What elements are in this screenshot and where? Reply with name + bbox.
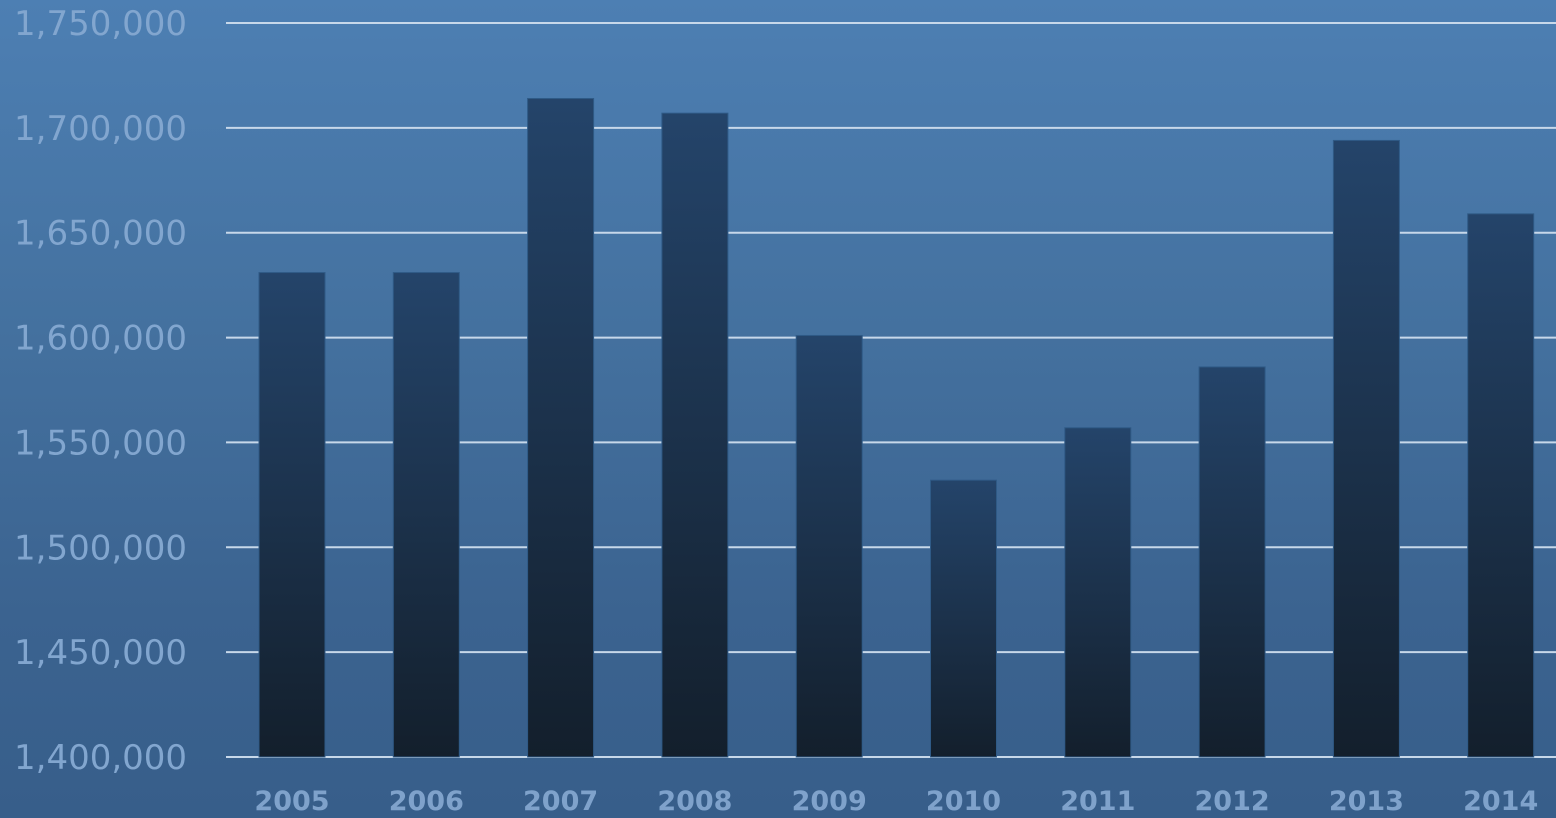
x-tick-label: 2007 bbox=[523, 786, 598, 817]
x-tick-label: 2011 bbox=[1060, 786, 1135, 817]
x-tick-label: 2013 bbox=[1329, 786, 1404, 817]
x-tick-label: 2014 bbox=[1463, 786, 1538, 817]
y-tick-label: 1,600,000 bbox=[14, 319, 187, 359]
bars bbox=[258, 97, 1535, 758]
bar bbox=[661, 112, 729, 758]
bar bbox=[392, 272, 460, 758]
y-tick-label: 1,700,000 bbox=[14, 109, 187, 149]
y-tick-label: 1,650,000 bbox=[14, 214, 187, 254]
x-tick-label: 2009 bbox=[792, 786, 867, 817]
y-tick-label: 1,500,000 bbox=[14, 528, 187, 568]
y-tick-label: 1,550,000 bbox=[14, 423, 187, 463]
x-tick-label: 2006 bbox=[389, 786, 464, 817]
y-tick-label: 1,750,000 bbox=[14, 4, 187, 44]
y-axis-ticks: 1,400,000 1,450,000 1,500,000 1,550,000 1,60… bbox=[14, 4, 187, 778]
bar bbox=[1467, 213, 1535, 758]
bar bbox=[795, 334, 863, 758]
bar bbox=[527, 97, 595, 758]
x-tick-label: 2012 bbox=[1195, 786, 1270, 817]
bar bbox=[930, 479, 997, 758]
bar bbox=[258, 272, 326, 758]
y-tick-label: 1,450,000 bbox=[14, 633, 187, 673]
x-tick-label: 2005 bbox=[254, 786, 329, 817]
x-tick-label: 2008 bbox=[657, 786, 732, 817]
bar bbox=[1332, 139, 1400, 758]
y-tick-label: 1,400,000 bbox=[14, 738, 187, 778]
bar bbox=[1064, 427, 1132, 758]
x-tick-label: 2010 bbox=[926, 786, 1001, 817]
x-axis-ticks: 2005 2006 2007 2008 2009 2010 2011 2012 2013 2014 bbox=[254, 786, 1538, 817]
bar bbox=[1198, 366, 1266, 758]
